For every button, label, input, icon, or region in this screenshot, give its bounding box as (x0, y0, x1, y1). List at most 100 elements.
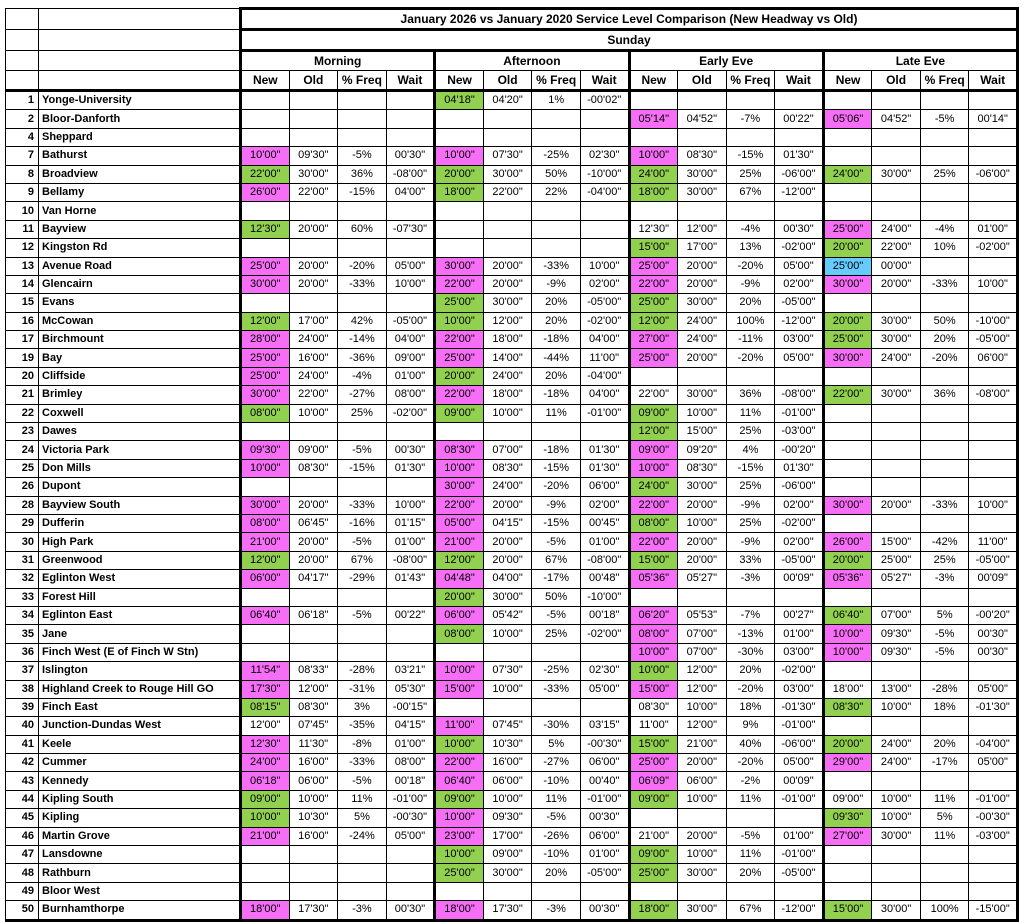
cell-early-eve-new[interactable]: 25'00" (627, 348, 679, 368)
cell-late-eve-wait[interactable] (968, 716, 1019, 736)
cell-early-eve-wait[interactable]: 05'00" (774, 753, 824, 773)
cell-early-eve-freq[interactable]: 11% (725, 403, 776, 424)
cell-early-eve-freq[interactable]: 13% (725, 238, 776, 258)
cell-early-eve-new[interactable]: 09'00" (627, 440, 679, 460)
cell-early-eve-old[interactable]: 17'00" (677, 238, 727, 258)
cell-late-eve-old[interactable]: 10'00" (871, 789, 921, 810)
cell-morning-freq[interactable]: 36% (337, 164, 387, 184)
cell-late-eve-old[interactable]: 24'00" (871, 734, 921, 755)
cell-morning-new[interactable]: 11'54" (239, 661, 290, 681)
cell-late-eve-old[interactable] (871, 366, 921, 387)
cell-early-eve-wait[interactable] (774, 89, 824, 111)
cell-morning-new[interactable]: 08'00" (239, 403, 290, 424)
cell-morning-new[interactable]: 10'00" (239, 458, 290, 479)
cell-early-eve-new[interactable]: 15'00" (627, 238, 679, 258)
cell-morning-wait[interactable] (385, 881, 436, 902)
cell-late-eve-new[interactable]: 08'30" (821, 697, 873, 718)
cell-morning-freq[interactable]: -28% (337, 661, 387, 681)
cell-early-eve-old[interactable]: 30'00" (677, 293, 727, 313)
cell-early-eve-wait[interactable]: 00'27" (774, 605, 824, 626)
cell-early-eve-freq[interactable]: 40% (725, 734, 776, 755)
cell-morning-wait[interactable]: 04'15" (385, 716, 436, 736)
cell-afternoon-freq[interactable]: -10% (531, 845, 581, 865)
cell-late-eve-freq[interactable] (919, 403, 970, 424)
cell-afternoon-old[interactable] (482, 881, 533, 902)
cell-morning-freq[interactable]: -14% (337, 330, 387, 350)
cell-afternoon-wait[interactable]: -02'00" (579, 311, 630, 332)
cell-morning-new[interactable]: 30'00" (239, 495, 290, 515)
cell-afternoon-new[interactable]: 25'00" (433, 348, 484, 368)
cell-late-eve-wait[interactable] (968, 587, 1019, 607)
cell-late-eve-new[interactable]: 20'00" (821, 238, 873, 258)
route-name-cell[interactable]: Coxwell (38, 403, 241, 424)
route-name-cell[interactable]: Kipling South (38, 789, 241, 810)
cell-morning-old[interactable]: 22'00" (288, 182, 339, 203)
cell-early-eve-freq[interactable]: -4% (725, 219, 776, 240)
cell-late-eve-old[interactable] (871, 440, 921, 460)
cell-afternoon-old[interactable]: 16'00" (482, 753, 533, 773)
cell-morning-old[interactable]: 09'00" (288, 440, 339, 460)
cell-early-eve-wait[interactable]: 03'00" (774, 679, 824, 699)
cell-afternoon-old[interactable]: 18'00" (482, 385, 533, 405)
cell-early-eve-new[interactable]: 21'00" (627, 826, 679, 847)
cell-early-eve-old[interactable]: 12'00" (677, 661, 727, 681)
cell-late-eve-wait[interactable]: -05'00" (968, 550, 1019, 571)
cell-morning-new[interactable]: 09'30" (239, 440, 290, 460)
cell-early-eve-freq[interactable]: 67% (725, 900, 776, 922)
cell-late-eve-old[interactable] (871, 661, 921, 681)
cell-afternoon-wait[interactable] (579, 697, 630, 718)
cell-afternoon-new[interactable]: 22'00" (433, 495, 484, 515)
row-number-cell[interactable]: 9 (5, 182, 39, 203)
cell-early-eve-new[interactable]: 10'00" (627, 146, 679, 166)
cell-early-eve-new[interactable] (627, 587, 679, 607)
cell-early-eve-new[interactable]: 25'00" (627, 863, 679, 883)
cell-afternoon-old[interactable]: 04'15" (482, 513, 533, 534)
cell-late-eve-old[interactable] (871, 422, 921, 442)
row-number-cell[interactable]: 12 (5, 238, 39, 258)
cell-afternoon-new[interactable]: 23'00" (433, 826, 484, 847)
cell-afternoon-freq[interactable]: -33% (531, 256, 581, 276)
cell-early-eve-freq[interactable]: 4% (725, 440, 776, 460)
row-number-cell[interactable]: 10 (5, 201, 39, 221)
cell-afternoon-wait[interactable]: 01'00" (579, 845, 630, 865)
cell-early-eve-wait[interactable]: -00'20" (774, 440, 824, 460)
cell-early-eve-freq[interactable] (725, 201, 776, 221)
cell-afternoon-freq[interactable] (531, 238, 581, 258)
cell-afternoon-wait[interactable] (579, 881, 630, 902)
row-number-cell[interactable]: 23 (5, 422, 39, 442)
cell-afternoon-freq[interactable]: 20% (531, 863, 581, 883)
cell-early-eve-wait[interactable]: -05'00" (774, 550, 824, 571)
cell-afternoon-wait[interactable]: 00'18" (579, 605, 630, 626)
cell-early-eve-freq[interactable]: 67% (725, 182, 776, 203)
cell-late-eve-freq[interactable] (919, 881, 970, 902)
cell-afternoon-old[interactable]: 08'30" (482, 458, 533, 479)
cell-afternoon-old[interactable]: 20'00" (482, 495, 533, 515)
cell-late-eve-new[interactable]: 25'00" (821, 330, 873, 350)
cell-late-eve-wait[interactable] (968, 845, 1019, 865)
route-name-cell[interactable]: Rathburn (38, 863, 241, 883)
cell-early-eve-wait[interactable]: 05'00" (774, 348, 824, 368)
cell-afternoon-old[interactable]: 07'30" (482, 146, 533, 166)
cell-afternoon-wait[interactable]: -05'00" (579, 293, 630, 313)
cell-early-eve-new[interactable]: 05'36" (627, 569, 679, 589)
cell-afternoon-freq[interactable]: -18% (531, 440, 581, 460)
cell-early-eve-wait[interactable]: -01'00" (774, 789, 824, 810)
cell-morning-old[interactable]: 20'00" (288, 495, 339, 515)
cell-morning-new[interactable]: 18'00" (239, 900, 290, 922)
cell-afternoon-new[interactable]: 30'00" (433, 256, 484, 276)
cell-early-eve-old[interactable]: 10'00" (677, 513, 727, 534)
cell-late-eve-freq[interactable]: -20% (919, 348, 970, 368)
cell-late-eve-new[interactable]: 20'00" (821, 550, 873, 571)
cell-early-eve-new[interactable]: 05'14" (627, 109, 679, 129)
cell-afternoon-new[interactable]: 18'00" (433, 900, 484, 922)
route-name-cell[interactable]: Cummer (38, 753, 241, 773)
cell-afternoon-wait[interactable]: -04'00" (579, 366, 630, 387)
row-number-cell[interactable]: 1 (5, 89, 39, 111)
cell-morning-freq[interactable] (337, 109, 387, 129)
cell-early-eve-freq[interactable]: -9% (725, 274, 776, 295)
row-number-cell[interactable]: 37 (5, 661, 39, 681)
cell-afternoon-wait[interactable]: -01'00" (579, 403, 630, 424)
cell-early-eve-wait[interactable]: 03'00" (774, 330, 824, 350)
cell-late-eve-new[interactable]: 09'00" (821, 789, 873, 810)
cell-early-eve-new[interactable]: 22'00" (627, 385, 679, 405)
